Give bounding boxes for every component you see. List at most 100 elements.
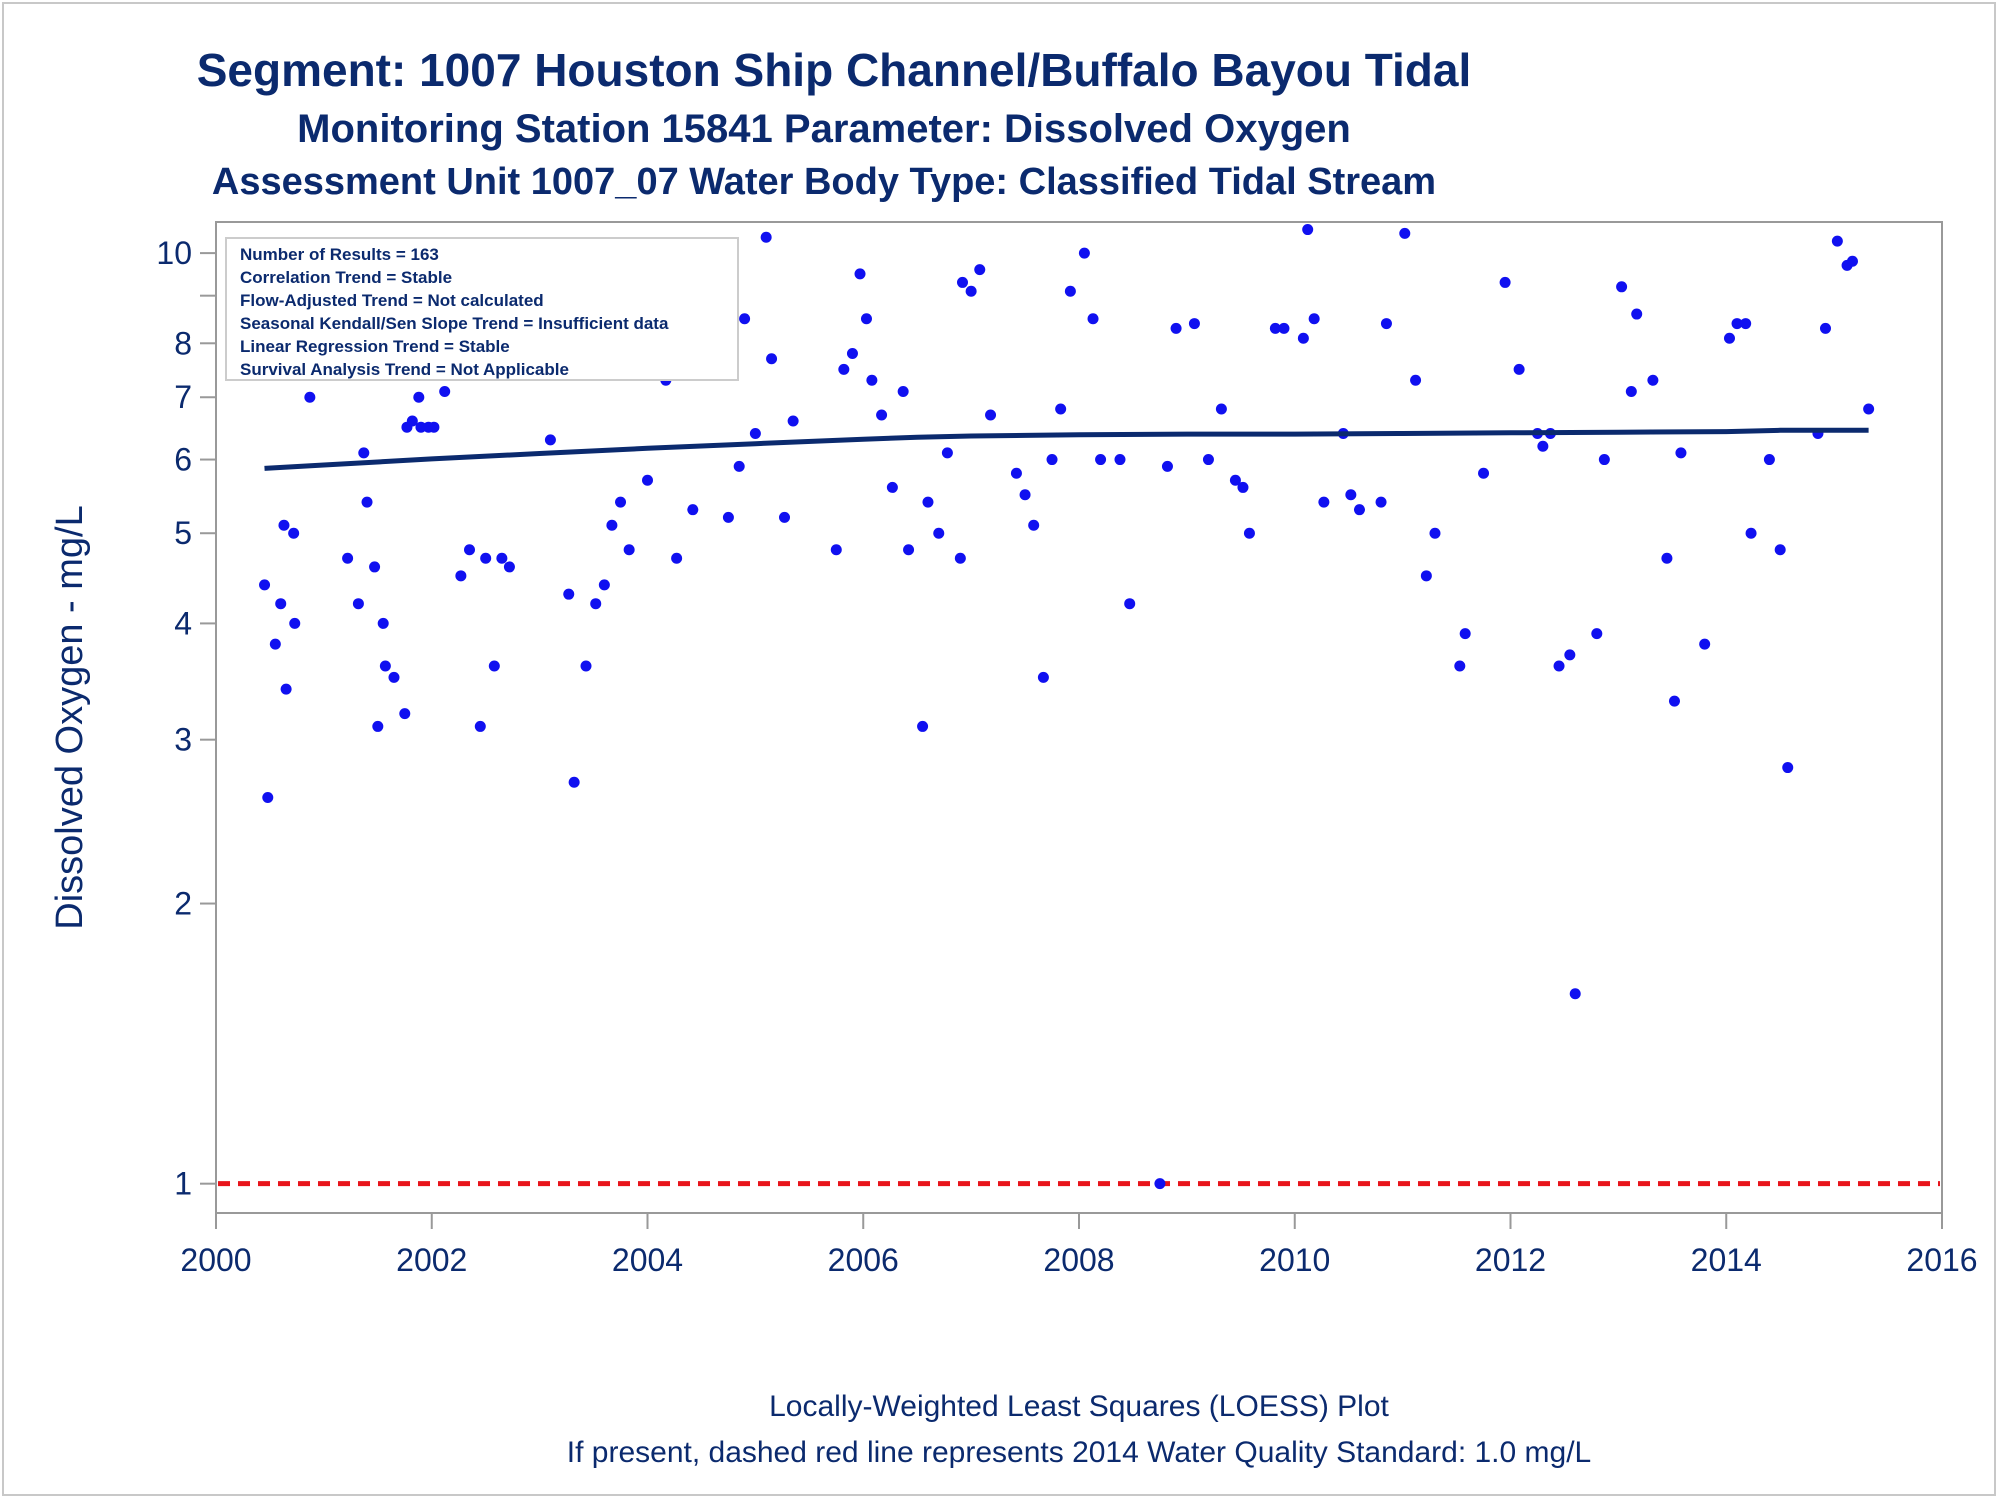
data-point <box>1598 454 1610 466</box>
data-point <box>1380 318 1392 330</box>
data-point <box>1114 454 1126 466</box>
summary-line-survival-analysis: Survival Analysis Trend = Not Applicable <box>240 360 569 379</box>
data-point <box>787 415 799 427</box>
data-point <box>1237 481 1249 493</box>
data-point <box>1087 313 1099 325</box>
data-point <box>1375 496 1387 508</box>
data-point <box>897 386 909 398</box>
data-point <box>1399 227 1411 239</box>
data-point <box>854 268 866 280</box>
data-point <box>1297 332 1309 344</box>
chart-subtitle: Monitoring Station 15841 Parameter: Diss… <box>297 107 1351 151</box>
x-tick-label: 2002 <box>396 1242 467 1278</box>
data-point <box>606 519 618 531</box>
summary-line-flow-adjusted: Flow-Adjusted Trend = Not calculated <box>240 291 544 310</box>
summary-line-correlation: Correlation Trend = Stable <box>240 268 452 287</box>
data-point <box>1499 276 1511 288</box>
y-tick-label: 7 <box>174 379 192 415</box>
data-point <box>428 421 440 433</box>
data-point <box>289 617 301 629</box>
data-point <box>1631 308 1643 320</box>
data-point <box>1774 544 1786 556</box>
data-point <box>1647 374 1659 386</box>
data-point <box>933 527 945 539</box>
data-point <box>361 496 373 508</box>
data-point <box>1345 489 1357 501</box>
data-point <box>886 481 898 493</box>
chart-title: Segment: 1007 Houston Ship Channel/Buffa… <box>197 44 1472 96</box>
data-point <box>1564 649 1576 661</box>
data-point <box>1831 235 1843 247</box>
data-point <box>1318 496 1330 508</box>
data-point <box>304 391 316 403</box>
data-point <box>749 427 761 439</box>
data-point <box>1763 454 1775 466</box>
trend-summary-border <box>225 237 739 381</box>
data-point <box>1243 527 1255 539</box>
data-point <box>1429 527 1441 539</box>
data-point <box>779 511 791 523</box>
data-point <box>917 720 929 732</box>
data-point <box>544 434 556 446</box>
x-tick-label: 2004 <box>612 1242 683 1278</box>
data-point <box>846 348 858 360</box>
chart-subtitle-2: Assessment Unit 1007_07 Water Body Type:… <box>212 161 1436 203</box>
data-point <box>1353 504 1365 516</box>
data-point <box>1095 454 1107 466</box>
data-point <box>377 617 389 629</box>
data-point <box>1028 519 1040 531</box>
data-point <box>1019 489 1031 501</box>
data-point <box>598 579 610 591</box>
data-point <box>406 415 418 427</box>
data-point <box>1010 467 1022 479</box>
data-point <box>860 313 872 325</box>
x-tick-label: 2000 <box>180 1242 251 1278</box>
data-point <box>1537 440 1549 452</box>
data-point <box>1188 318 1200 330</box>
data-point <box>269 638 281 650</box>
data-point <box>974 264 986 276</box>
data-point <box>623 544 635 556</box>
data-point <box>1675 447 1687 459</box>
data-point <box>671 552 683 564</box>
data-point <box>1269 322 1281 334</box>
data-point <box>739 313 751 325</box>
data-point <box>580 660 592 672</box>
data-point <box>280 683 292 695</box>
data-point <box>1055 403 1067 415</box>
data-point <box>474 720 486 732</box>
data-point <box>369 561 381 573</box>
data-point <box>480 552 492 564</box>
data-point <box>876 409 888 421</box>
data-point <box>1215 403 1227 415</box>
summary-line-results: Number of Results = 163 <box>240 245 439 264</box>
y-tick-label: 10 <box>156 235 192 271</box>
data-point <box>1459 628 1471 640</box>
data-point <box>1740 318 1752 330</box>
data-point <box>259 579 271 591</box>
data-point <box>399 708 411 720</box>
data-point <box>903 544 915 556</box>
data-point <box>439 386 451 398</box>
x-tick-label: 2008 <box>1043 1242 1114 1278</box>
data-point <box>733 460 745 472</box>
data-point <box>1591 628 1603 640</box>
data-point <box>1202 454 1214 466</box>
data-point <box>1819 322 1831 334</box>
data-point <box>956 276 968 288</box>
data-point <box>1170 322 1182 334</box>
data-point <box>568 776 580 788</box>
data-point <box>415 421 427 433</box>
data-point <box>388 671 400 683</box>
data-point <box>496 552 508 564</box>
data-point <box>1668 695 1680 707</box>
data-point <box>413 391 425 403</box>
data-point <box>1616 281 1628 293</box>
data-point <box>1454 660 1466 672</box>
data-point <box>1302 224 1314 236</box>
data-point <box>1846 255 1858 267</box>
y-tick-label: 3 <box>174 722 192 758</box>
data-point <box>1478 467 1490 479</box>
data-point <box>615 496 627 508</box>
